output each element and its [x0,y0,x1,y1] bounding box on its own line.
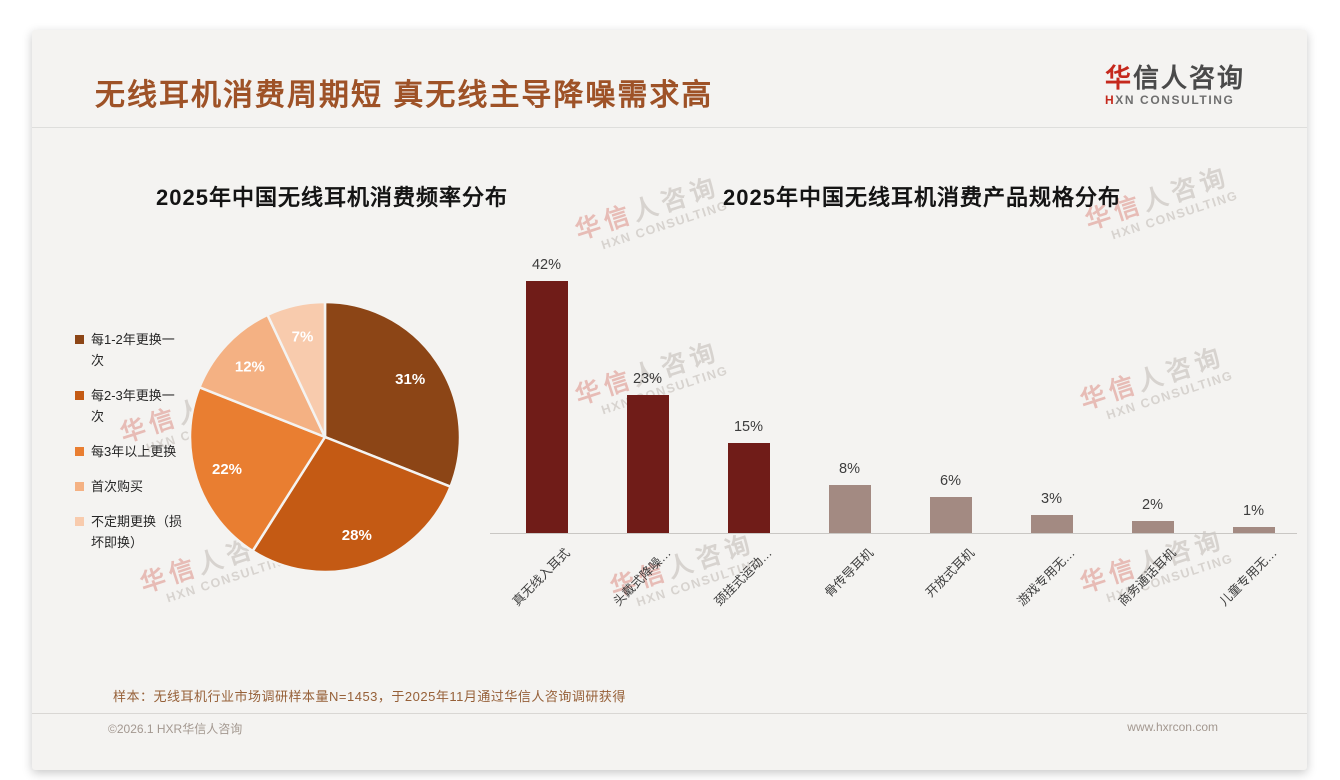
sample-note: 样本：无线耳机行业市场调研样本量N=1453，于2025年11月通过华信人咨询调… [113,689,626,704]
legend-swatch [75,447,84,456]
pie-slice [197,313,328,440]
legend-item: 每1-2年更换一次 [75,329,183,371]
footer-website: www.hxrcon.com [1127,720,1218,734]
pie-slice [265,300,327,438]
legend-label: 每3年以上更换 [91,444,177,459]
bar [525,281,568,533]
bar-chart: 42% 真无线入耳式 23% 头戴式降噪… 15% 颈挂式运动… 8% 骨传导耳机 6% 开放式耳… [490,248,1306,609]
bar-category-label: 开放式耳机 [923,545,978,600]
footer-copyright: ©2026.1 HXR华信人咨询 [108,722,243,736]
pie-data-label: 28% [342,527,372,544]
pie-chart-title: 2025年中国无线耳机消费频率分布 [156,185,508,210]
pie-slice [250,435,453,574]
bar-value-label: 42% [531,257,562,273]
bar-chart-title: 2025年中国无线耳机消费产品规格分布 [723,185,1121,210]
legend-label: 每1-2年更换一次 [91,332,175,368]
bar [1030,515,1073,533]
bar [929,497,972,533]
bar-slot: 23% [597,248,698,533]
bar [626,395,669,533]
bar-slot: 42% [496,248,597,533]
bar-slot: 8% [799,248,900,533]
pie-data-label: 22% [212,461,242,478]
bar [727,443,770,533]
bar-value-label: 8% [839,461,860,477]
bar-slot: 3% [1001,248,1102,533]
bar-value-label: 3% [1041,491,1062,507]
bar-slot: 6% [900,248,1001,533]
bar-slot: 15% [698,248,799,533]
logo: 华信人咨询 HXN CONSULTING [1105,63,1245,108]
legend-item: 首次购买 [75,476,183,497]
bar-value-label: 2% [1142,497,1163,513]
bar-category-label: 商务通话耳机 [1116,545,1180,609]
bar-axis-line [490,533,1297,534]
slide-card: 华信人咨询 HXN CONSULTING 华信人咨询 HXN CONSULTIN… [32,30,1307,770]
bar-category-label: 骨传导耳机 [822,545,877,600]
pie-slice [323,300,462,489]
pie-data-label: 12% [235,359,265,376]
legend-label: 首次购买 [91,479,144,494]
legend-item: 不定期更换（损坏即换） [75,511,183,553]
pie-legend: 每1-2年更换一次 每2-3年更换一次每3年以上更换 首次购买不定期更换（损坏即换） [75,329,183,567]
bar [1232,527,1275,533]
bar-slot: 1% [1203,248,1304,533]
pie-chart: 31% 28% 22% 12% 7% [188,300,462,574]
legend-item: 每2-3年更换一次 [75,385,183,427]
legend-swatch [75,517,84,526]
legend-swatch [75,391,84,400]
legend-swatch [75,482,84,491]
bar-slot: 2% [1102,248,1203,533]
bar-category-label: 真无线入耳式 [510,545,574,609]
logo-en: HXN CONSULTING [1104,93,1235,107]
pie-slice [188,385,327,553]
header-divider [32,127,1307,128]
logo-cn: 华信人咨询 [1104,63,1245,93]
pie-data-label: 7% [292,329,314,346]
legend-item: 每3年以上更换 [75,441,183,462]
bar [1131,521,1174,533]
bar-value-label: 23% [632,371,663,387]
footer-divider [32,713,1307,714]
bar-category-label: 游戏专用无… [1015,545,1079,609]
bar-value-label: 1% [1243,503,1264,519]
bar [828,485,871,533]
bar-category-label: 儿童专用无… [1217,545,1281,609]
bar-value-label: 6% [940,473,961,489]
pie-data-label: 31% [395,371,425,388]
bar-category-label: 头戴式降噪… [611,545,675,609]
bar-category-label: 颈挂式运动… [712,545,776,609]
page-title: 无线耳机消费周期短 真无线主导降噪需求高 [95,79,714,112]
legend-label: 不定期更换（损坏即换） [91,514,183,550]
legend-swatch [75,335,84,344]
legend-label: 每2-3年更换一次 [91,388,175,424]
bar-value-label: 15% [733,419,764,435]
